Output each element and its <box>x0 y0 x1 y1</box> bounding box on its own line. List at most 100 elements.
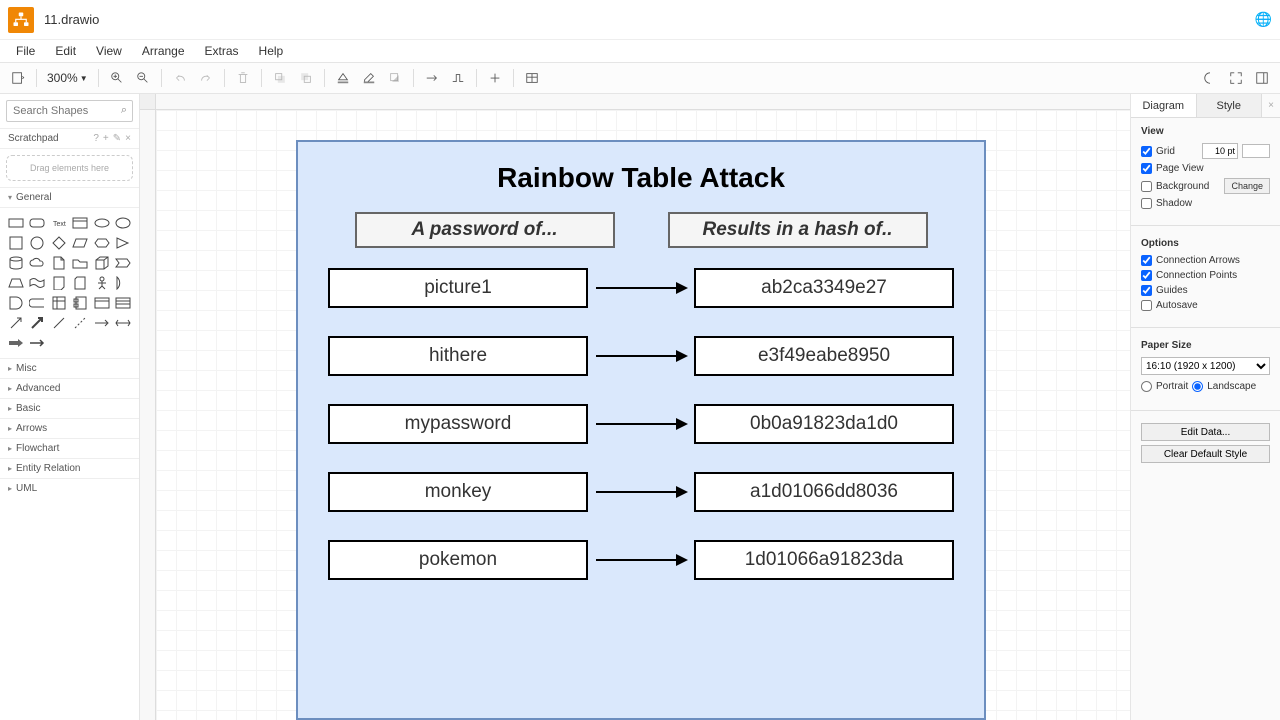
arrow-icon[interactable] <box>596 491 686 493</box>
redo-icon[interactable] <box>194 66 218 90</box>
shape-circle[interactable] <box>28 234 48 252</box>
fillcolor-icon[interactable] <box>331 66 355 90</box>
add-icon[interactable] <box>483 66 507 90</box>
shadow-icon[interactable] <box>383 66 407 90</box>
fullscreen-icon[interactable] <box>1224 66 1248 90</box>
shape-link[interactable] <box>92 314 112 332</box>
diagram-container[interactable]: Rainbow Table Attack A password of... Re… <box>296 140 986 720</box>
help-icon[interactable]: ? <box>93 133 99 144</box>
connpoints-checkbox[interactable] <box>1141 270 1152 281</box>
shape-folder[interactable] <box>71 254 91 272</box>
scratchpad-header[interactable]: Scratchpad ? + ✎ × <box>0 129 139 149</box>
connarrows-checkbox[interactable] <box>1141 255 1152 266</box>
shape-dashline[interactable] <box>71 314 91 332</box>
shape-component[interactable] <box>71 294 91 312</box>
edit-data-button[interactable]: Edit Data... <box>1141 423 1270 441</box>
menu-edit[interactable]: Edit <box>47 42 84 60</box>
shape-list[interactable] <box>114 294 134 312</box>
grid-checkbox[interactable] <box>1141 146 1152 157</box>
tofront-icon[interactable] <box>268 66 292 90</box>
cat-misc[interactable]: Misc <box>0 358 139 378</box>
view-dropdown[interactable] <box>6 66 30 90</box>
shape-cylinder[interactable] <box>6 254 26 272</box>
cat-entity[interactable]: Entity Relation <box>0 458 139 478</box>
theme-icon[interactable] <box>1198 66 1222 90</box>
shape-diamond[interactable] <box>49 234 69 252</box>
column-header-hash[interactable]: Results in a hash of.. <box>668 212 928 248</box>
shape-arrowne2[interactable] <box>28 314 48 332</box>
undo-icon[interactable] <box>168 66 192 90</box>
autosave-checkbox[interactable] <box>1141 300 1152 311</box>
shape-trapezoid[interactable] <box>6 274 26 292</box>
shape-connector[interactable] <box>28 334 48 352</box>
shape-and[interactable] <box>6 294 26 312</box>
grid-color-swatch[interactable] <box>1242 144 1270 158</box>
cat-basic[interactable]: Basic <box>0 398 139 418</box>
shape-cube[interactable] <box>92 254 112 272</box>
arrow-icon[interactable] <box>596 355 686 357</box>
shape-internal[interactable] <box>49 294 69 312</box>
delete-icon[interactable] <box>231 66 255 90</box>
zoom-level[interactable]: 300% ▼ <box>43 71 92 85</box>
shape-note[interactable] <box>49 274 69 292</box>
landscape-radio[interactable] <box>1192 381 1203 392</box>
shadow-checkbox[interactable] <box>1141 198 1152 209</box>
hash-cell[interactable]: 1d01066a91823da <box>694 540 954 580</box>
shape-ellipse2[interactable] <box>114 214 134 232</box>
table-icon[interactable] <box>520 66 544 90</box>
cat-arrows[interactable]: Arrows <box>0 418 139 438</box>
password-cell[interactable]: picture1 <box>328 268 588 308</box>
cat-flowchart[interactable]: Flowchart <box>0 438 139 458</box>
search-shapes-input[interactable] <box>6 100 133 122</box>
arrow-icon[interactable] <box>596 287 686 289</box>
hash-cell[interactable]: ab2ca3349e27 <box>694 268 954 308</box>
shape-window[interactable] <box>92 294 112 312</box>
shape-arrow-thick[interactable] <box>6 334 26 352</box>
hash-cell[interactable]: e3f49eabe8950 <box>694 336 954 376</box>
menu-view[interactable]: View <box>88 42 130 60</box>
canvas[interactable]: Rainbow Table Attack A password of... Re… <box>140 94 1130 720</box>
tab-diagram[interactable]: Diagram <box>1131 94 1197 117</box>
shape-parallelogram[interactable] <box>71 234 91 252</box>
portrait-radio[interactable] <box>1141 381 1152 392</box>
menu-extras[interactable]: Extras <box>197 42 247 60</box>
cat-uml[interactable]: UML <box>0 478 139 498</box>
shape-rect[interactable] <box>6 214 26 232</box>
connection-icon[interactable] <box>420 66 444 90</box>
shape-step[interactable] <box>114 254 134 272</box>
shape-or[interactable] <box>114 274 134 292</box>
shape-square[interactable] <box>6 234 26 252</box>
pageview-checkbox[interactable] <box>1141 163 1152 174</box>
waypoint-icon[interactable] <box>446 66 470 90</box>
diagram-title[interactable]: Rainbow Table Attack <box>298 142 984 204</box>
clear-style-button[interactable]: Clear Default Style <box>1141 445 1270 463</box>
hash-cell[interactable]: 0b0a91823da1d0 <box>694 404 954 444</box>
add-scratch-icon[interactable]: + <box>103 133 109 144</box>
tab-style[interactable]: Style <box>1197 94 1263 117</box>
menu-file[interactable]: File <box>8 42 43 60</box>
change-bg-button[interactable]: Change <box>1224 178 1270 194</box>
close-panel-icon[interactable]: × <box>1262 94 1280 117</box>
shape-bidir[interactable] <box>114 314 134 332</box>
shape-rounded[interactable] <box>28 214 48 232</box>
shape-card[interactable] <box>71 274 91 292</box>
format-panel-icon[interactable] <box>1250 66 1274 90</box>
close-scratch-icon[interactable]: × <box>125 133 131 144</box>
shape-arrowne[interactable] <box>6 314 26 332</box>
general-section[interactable]: General <box>0 187 139 208</box>
password-cell[interactable]: mypassword <box>328 404 588 444</box>
shape-triangle[interactable] <box>114 234 134 252</box>
password-cell[interactable]: pokemon <box>328 540 588 580</box>
menu-arrange[interactable]: Arrange <box>134 42 193 60</box>
shape-text[interactable]: Text <box>49 214 69 232</box>
shape-tape[interactable] <box>28 274 48 292</box>
grid-size-input[interactable] <box>1202 143 1238 159</box>
password-cell[interactable]: monkey <box>328 472 588 512</box>
column-header-password[interactable]: A password of... <box>355 212 615 248</box>
language-icon[interactable]: 🌐 <box>1255 11 1272 28</box>
shape-cloud[interactable] <box>28 254 48 272</box>
arrow-icon[interactable] <box>596 423 686 425</box>
shape-actor[interactable] <box>92 274 112 292</box>
shape-document[interactable] <box>49 254 69 272</box>
shape-hexagon[interactable] <box>92 234 112 252</box>
